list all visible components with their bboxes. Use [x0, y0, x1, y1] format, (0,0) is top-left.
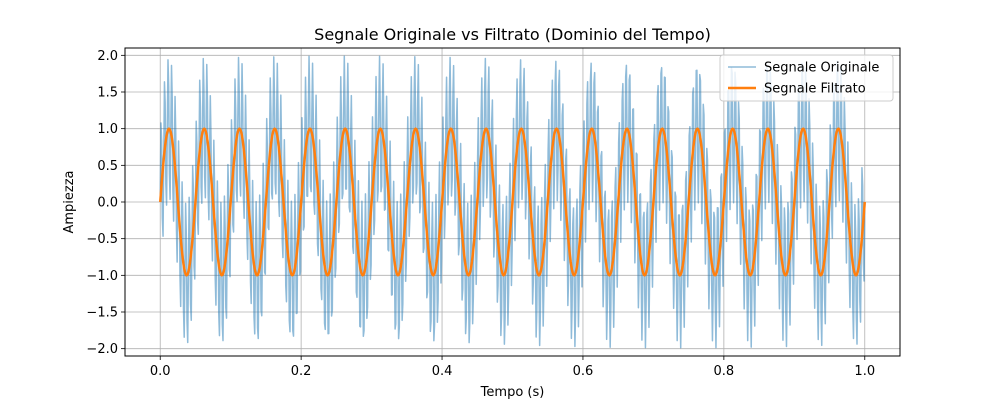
legend-label-original: Segnale Originale — [764, 61, 879, 76]
chart-title: Segnale Originale vs Filtrato (Dominio d… — [314, 25, 711, 44]
y-tick-label: 0.5 — [97, 159, 118, 174]
x-tick-label: 0.0 — [150, 364, 171, 379]
series-line-filtered — [158, 127, 867, 277]
y-tick-label: 1.0 — [97, 122, 118, 137]
y-tick-label: 2.0 — [97, 49, 118, 64]
y-axis: −2.0 −1.5 −1.0 −0.5 0.0 0.5 1.0 1.5 2.0 — [86, 49, 125, 357]
legend: Segnale Originale Segnale Filtrato — [719, 54, 894, 102]
x-axis-label: Tempo (s) — [480, 385, 545, 400]
x-tick-label: 0.2 — [291, 364, 312, 379]
y-tick-label: −1.0 — [86, 269, 118, 284]
y-tick-label: −1.5 — [86, 306, 118, 321]
x-tick-label: 0.4 — [432, 364, 453, 379]
y-tick-label: −0.5 — [86, 232, 118, 247]
y-tick-label: −2.0 — [86, 342, 118, 357]
x-axis: 0.0 0.2 0.4 0.6 0.8 1.0 — [150, 356, 875, 379]
x-tick-label: 1.0 — [854, 364, 875, 379]
y-tick-label: 0.0 — [97, 196, 118, 211]
x-tick-label: 0.6 — [573, 364, 594, 379]
legend-label-filtered: Segnale Filtrato — [764, 82, 866, 97]
x-tick-label: 0.8 — [714, 364, 735, 379]
y-tick-label: 1.5 — [97, 86, 118, 101]
plot-area — [158, 55, 867, 349]
y-axis-label: Ampiezza — [62, 170, 77, 233]
legend-box — [719, 54, 894, 102]
